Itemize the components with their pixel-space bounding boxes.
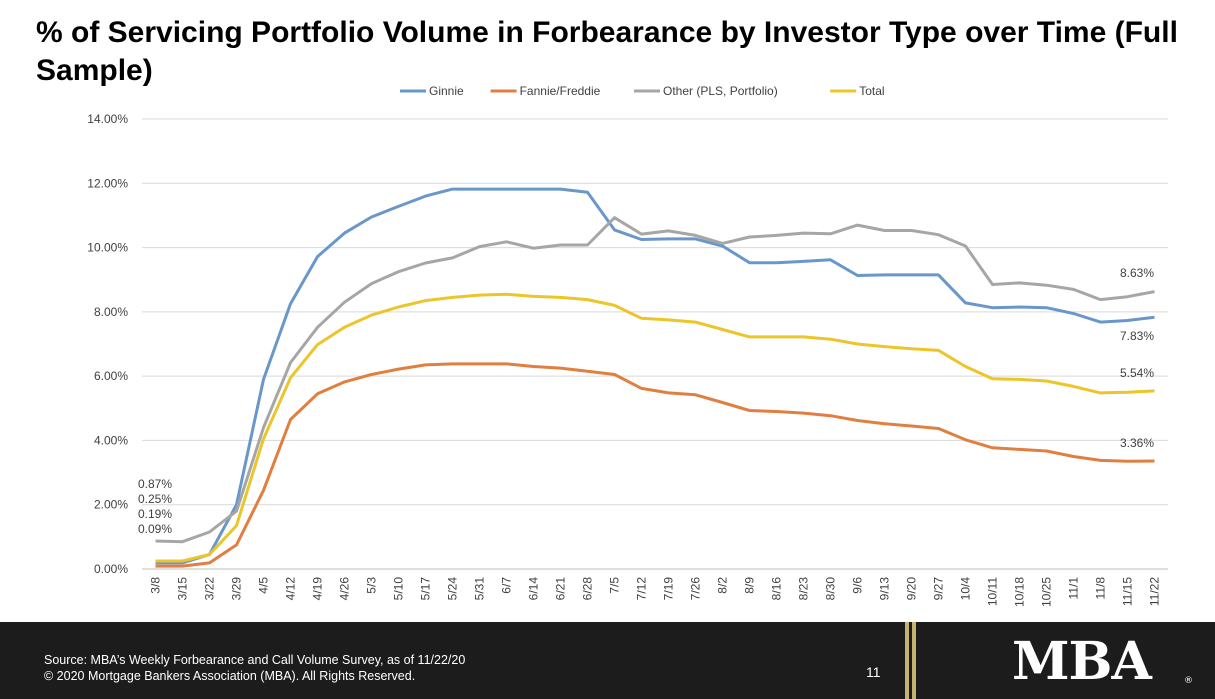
data-label: 3.36%: [1120, 436, 1154, 450]
x-tick-label: 5/24: [446, 577, 460, 601]
x-tick-label: 8/30: [824, 577, 838, 601]
x-tick-label: 6/14: [527, 577, 541, 601]
x-tick-label: 7/12: [635, 577, 649, 601]
x-tick-label: 3/15: [176, 577, 190, 601]
x-tick-label: 5/17: [419, 577, 433, 601]
series-line-total: [155, 292, 1155, 563]
data-label: 0.25%: [138, 492, 172, 506]
divider-bar-left: [905, 622, 909, 699]
data-label: 0.19%: [138, 507, 172, 521]
data-label: 0.87%: [138, 477, 172, 491]
x-tick-label: 3/29: [230, 577, 244, 601]
legend-label: Other (PLS, Portfolio): [663, 84, 778, 98]
series-line-fannie-freddie: [155, 362, 1155, 568]
mba-logo: MBA: [1012, 631, 1152, 692]
y-tick-label: 2.00%: [94, 498, 128, 512]
series-line-ginnie: [155, 187, 1155, 565]
x-tick-label: 5/3: [365, 577, 379, 594]
x-tick-label: 9/13: [878, 577, 892, 601]
x-tick-label: 7/26: [689, 577, 703, 601]
divider-bar-right: [912, 622, 916, 699]
x-tick-label: 9/20: [905, 577, 919, 601]
y-tick-label: 10.00%: [87, 241, 128, 255]
page-title: % of Servicing Portfolio Volume in Forbe…: [36, 16, 1178, 87]
x-tick-label: 7/19: [662, 577, 676, 601]
x-tick-label: 5/31: [473, 577, 487, 601]
y-tick-label: 4.00%: [94, 433, 128, 447]
data-label: 7.83%: [1120, 329, 1154, 343]
legend-label: Fannie/Freddie: [520, 84, 601, 98]
x-tick-label: 4/12: [284, 577, 298, 601]
x-tick-label: 6/21: [554, 577, 568, 601]
x-tick-label: 10/25: [1040, 577, 1054, 607]
x-tick-label: 11/8: [1094, 577, 1108, 600]
copyright-notice: © 2020 Mortgage Bankers Association (MBA…: [44, 669, 416, 683]
data-label: 0.09%: [138, 522, 172, 536]
x-tick-label: 3/8: [149, 577, 163, 594]
footer-source: Source: MBA’s Weekly Forbearance and Cal…: [44, 652, 465, 684]
x-tick-label: 8/16: [770, 577, 784, 601]
x-tick-label: 4/5: [257, 577, 271, 594]
x-tick-label: 8/9: [743, 577, 757, 594]
x-tick-label: 10/11: [986, 577, 1000, 606]
x-tick-label: 6/28: [581, 577, 595, 601]
y-tick-label: 8.00%: [94, 305, 128, 319]
y-tick-label: 14.00%: [87, 112, 128, 126]
x-tick-label: 5/10: [392, 577, 406, 601]
y-tick-label: 6.00%: [94, 369, 128, 383]
x-tick-label: 8/2: [716, 577, 730, 594]
legend-label: Ginnie: [429, 84, 464, 98]
footer-bar: Source: MBA’s Weekly Forbearance and Cal…: [0, 622, 1215, 699]
y-tick-label: 0.00%: [94, 562, 128, 576]
page-number: 11: [866, 664, 881, 680]
x-tick-label: 4/26: [338, 577, 352, 601]
registered-mark: ®: [1184, 676, 1193, 686]
x-tick-label: 11/22: [1148, 577, 1162, 606]
y-tick-label: 12.00%: [87, 176, 128, 190]
x-tick-label: 11/15: [1121, 577, 1135, 606]
forbearance-line-chart: 0.00% 2.00% 4.00% 6.00% 8.00% 10.00% 12.00% 14.…: [87, 84, 1168, 607]
x-tick-label: 11/1: [1067, 577, 1081, 600]
x-tick-label: 10/4: [959, 577, 973, 601]
x-tick-label: 10/18: [1013, 577, 1027, 607]
x-tick-label: 6/7: [500, 577, 514, 594]
x-tick-label: 9/6: [851, 577, 865, 594]
x-tick-label: 8/23: [797, 577, 811, 601]
x-tick-label: 3/22: [203, 577, 217, 601]
x-tick-label: 4/19: [311, 577, 325, 601]
data-label: 5.54%: [1120, 366, 1154, 380]
x-tick-label: 9/27: [932, 577, 946, 601]
legend-label: Total: [859, 84, 884, 98]
series-line-other-pls-portfolio: [155, 216, 1155, 544]
data-label: 8.63%: [1120, 266, 1154, 280]
source-citation: Source: MBA’s Weekly Forbearance and Cal…: [44, 653, 466, 667]
x-tick-label: 7/5: [608, 577, 622, 594]
